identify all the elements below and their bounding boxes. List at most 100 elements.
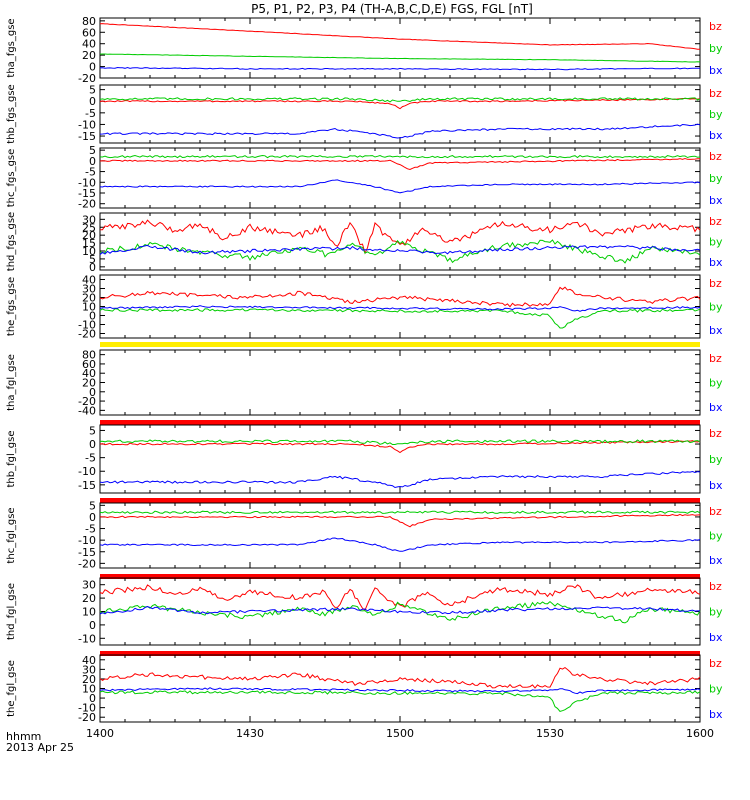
flag-bar [100, 342, 700, 347]
legend-by: by [709, 530, 723, 543]
series-line-by [99, 53, 701, 63]
y-axis-label: tha_fgl_gse [6, 354, 17, 411]
y-tick-label: -15 [78, 479, 96, 492]
x-tick-label: 1500 [386, 727, 414, 740]
y-tick-label: 60 [82, 26, 96, 39]
series-line-by [99, 308, 701, 329]
series-line-bz [100, 513, 701, 528]
legend-by: by [709, 42, 723, 55]
y-tick-label: -20 [78, 198, 96, 211]
y-tick-label: 15 [82, 237, 96, 250]
x-axis: 1400 1430 1500 1530 1600 [86, 727, 714, 740]
legend-bx: bx [709, 194, 723, 207]
y-tick-label: 5 [89, 499, 96, 512]
y-tick-label: 60 [82, 358, 96, 371]
series-line-bx [99, 305, 701, 312]
y-tick-label: 10 [82, 683, 96, 696]
y-tick-label: -20 [78, 72, 96, 85]
y-tick-label: 30 [82, 663, 96, 676]
y-tick-label: 30 [82, 579, 96, 592]
legend-bx: bx [709, 554, 723, 567]
legend-bz: bz [709, 580, 722, 593]
status-bar [100, 574, 700, 579]
y-tick-label: 0 [89, 155, 96, 168]
legend-bx: bx [709, 64, 723, 77]
y-tick-label: 5 [89, 84, 96, 97]
y-tick-label: 5 [89, 253, 96, 266]
y-tick-label: 40 [82, 274, 96, 287]
y-axis-label: the_fgs_gse [6, 277, 17, 336]
y-tick-label: -15 [78, 546, 96, 559]
panel-thb-fgs-gse: -15-10-505 thb_fgs_gse bz by bx [6, 84, 723, 144]
y-tick-label: 80 [82, 349, 96, 362]
status-bar [100, 498, 700, 503]
y-tick-label: 0 [89, 261, 96, 274]
y-tick-label: 20 [82, 292, 96, 305]
panel-thb-fgl-gse: -15-10-505 thb_fgl_gse bz by bx [6, 424, 723, 503]
series-line-by [99, 690, 701, 712]
panel-frame [99, 349, 701, 416]
series-line-by [99, 97, 701, 103]
series-line-bz [99, 23, 700, 50]
series-line-bz [99, 157, 700, 171]
y-tick-label: -5 [85, 166, 96, 179]
legend-bz: bz [709, 277, 722, 290]
legend-bz: bz [709, 150, 722, 163]
y-axis-label: tha_fgs_gse [6, 18, 17, 77]
y-tick-label: -10 [78, 176, 96, 189]
y-tick-label: 20 [82, 377, 96, 390]
status-bar [100, 420, 700, 425]
x-tick-label: 1530 [536, 727, 564, 740]
legend-bz: bz [709, 505, 722, 518]
y-axis-label: thc_fgl_gse [6, 507, 17, 563]
y-tick-label: 0 [89, 310, 96, 323]
panel-thc-fgl-gse: -20-15-10-505 thc_fgl_gse bz by bx [6, 499, 723, 579]
y-tick-label: -10 [78, 118, 96, 131]
x-tick-label: 1600 [686, 727, 714, 740]
series-line-bx [99, 537, 701, 552]
y-tick-label: -40 [78, 404, 96, 417]
y-tick-label: 5 [89, 144, 96, 157]
y-tick-label: -20 [78, 328, 96, 341]
series-line-by [99, 154, 701, 159]
y-axis-label: the_fgl_gse [6, 660, 17, 717]
panel-thc-fgs-gse: -20-15-10-505 thc_fgs_gse bz by bx [6, 144, 723, 211]
y-tick-label: 5 [89, 424, 96, 437]
y-tick-label: -20 [78, 557, 96, 570]
y-tick-label: 0 [89, 438, 96, 451]
y-tick-label: 80 [82, 15, 96, 28]
y-tick-label: 0 [89, 511, 96, 524]
legend-bz: bz [709, 352, 722, 365]
x-axis-label: hhmm [6, 730, 41, 743]
series-line-bx [99, 470, 701, 489]
y-axis-label: thb_fgl_gse [6, 431, 17, 488]
legend-bx: bx [709, 708, 723, 721]
series-line-by [99, 239, 701, 264]
x-axis-date: 2013 Apr 25 [6, 741, 74, 754]
legend-bz: bz [709, 427, 722, 440]
y-tick-label: -10 [78, 702, 96, 715]
legend-bx: bx [709, 631, 723, 644]
y-tick-label: 10 [82, 245, 96, 258]
series-line-bz [99, 219, 701, 255]
series-line-by [99, 510, 701, 514]
y-tick-label: 0 [89, 619, 96, 632]
y-axis-label: thc_fgs_gse [6, 149, 17, 208]
y-tick-label: 20 [82, 592, 96, 605]
y-axis-label: thd_fgs_gse [6, 212, 17, 271]
legend-by: by [709, 606, 723, 619]
y-tick-label: 25 [82, 221, 96, 234]
y-tick-label: -5 [85, 452, 96, 465]
series-line-bx [99, 179, 701, 194]
y-tick-label: -15 [78, 130, 96, 143]
legend-by: by [709, 236, 723, 249]
series-line-bz [99, 584, 701, 611]
series-line-bx [99, 687, 701, 695]
y-tick-label: -10 [78, 465, 96, 478]
